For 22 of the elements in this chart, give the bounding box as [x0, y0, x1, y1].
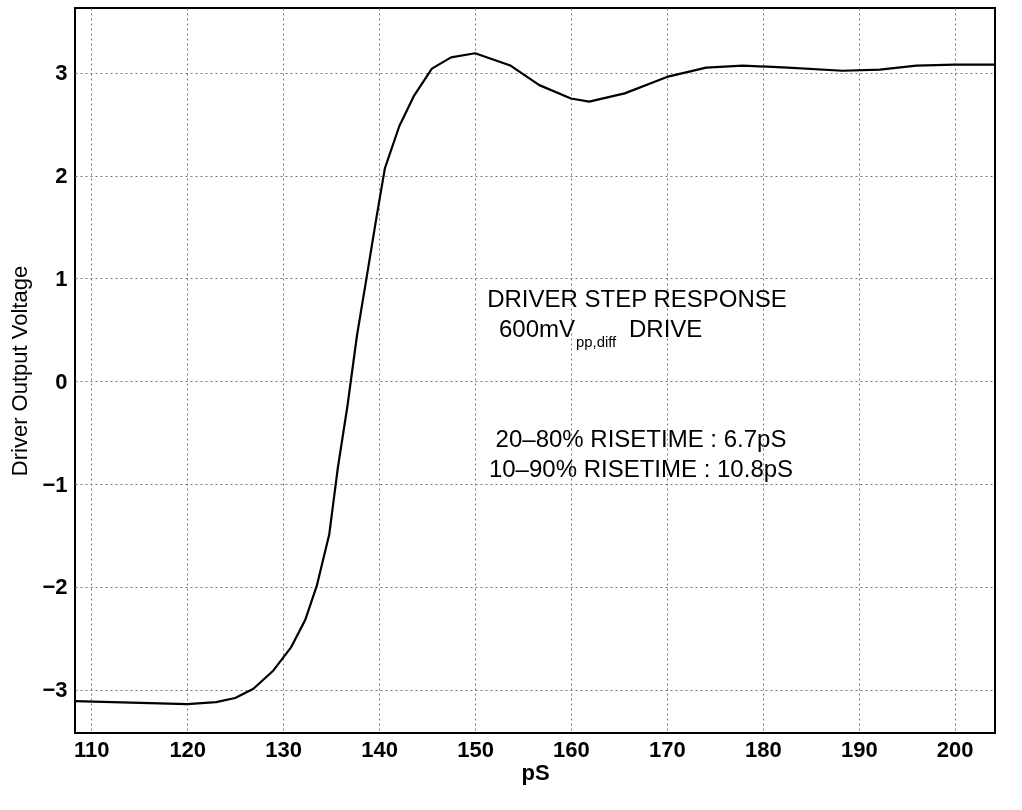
annotation: DRIVER STEP RESPONSE: [487, 285, 787, 312]
x-tick-label: 130: [265, 736, 303, 762]
x-tick-label: 200: [936, 736, 974, 762]
y-tick-label: −1: [42, 471, 68, 497]
x-tick-label: 120: [169, 736, 207, 762]
annotation: 10–90% RISETIME : 10.8pS: [488, 455, 794, 482]
x-tick-label: 110: [74, 736, 110, 762]
y-tick-label: −3: [42, 677, 68, 703]
y-tick-label: 2: [55, 163, 68, 189]
x-axis-title: pS: [521, 759, 550, 785]
y-tick-label: −2: [42, 574, 68, 600]
annotation: 20–80% RISETIME : 6.7pS: [495, 425, 787, 452]
y-axis-title: Driver Output Voltage: [7, 265, 33, 477]
y-tick-label: 0: [55, 368, 68, 394]
x-tick-label: 150: [457, 736, 494, 762]
y-tick-label: 1: [55, 265, 68, 291]
x-tick-label: 170: [649, 736, 686, 762]
y-tick-label: 3: [55, 60, 68, 86]
x-tick-label: 160: [553, 736, 590, 762]
x-tick-label: 180: [744, 736, 782, 762]
x-tick-label: 190: [840, 736, 878, 762]
x-tick-label: 140: [361, 736, 398, 762]
